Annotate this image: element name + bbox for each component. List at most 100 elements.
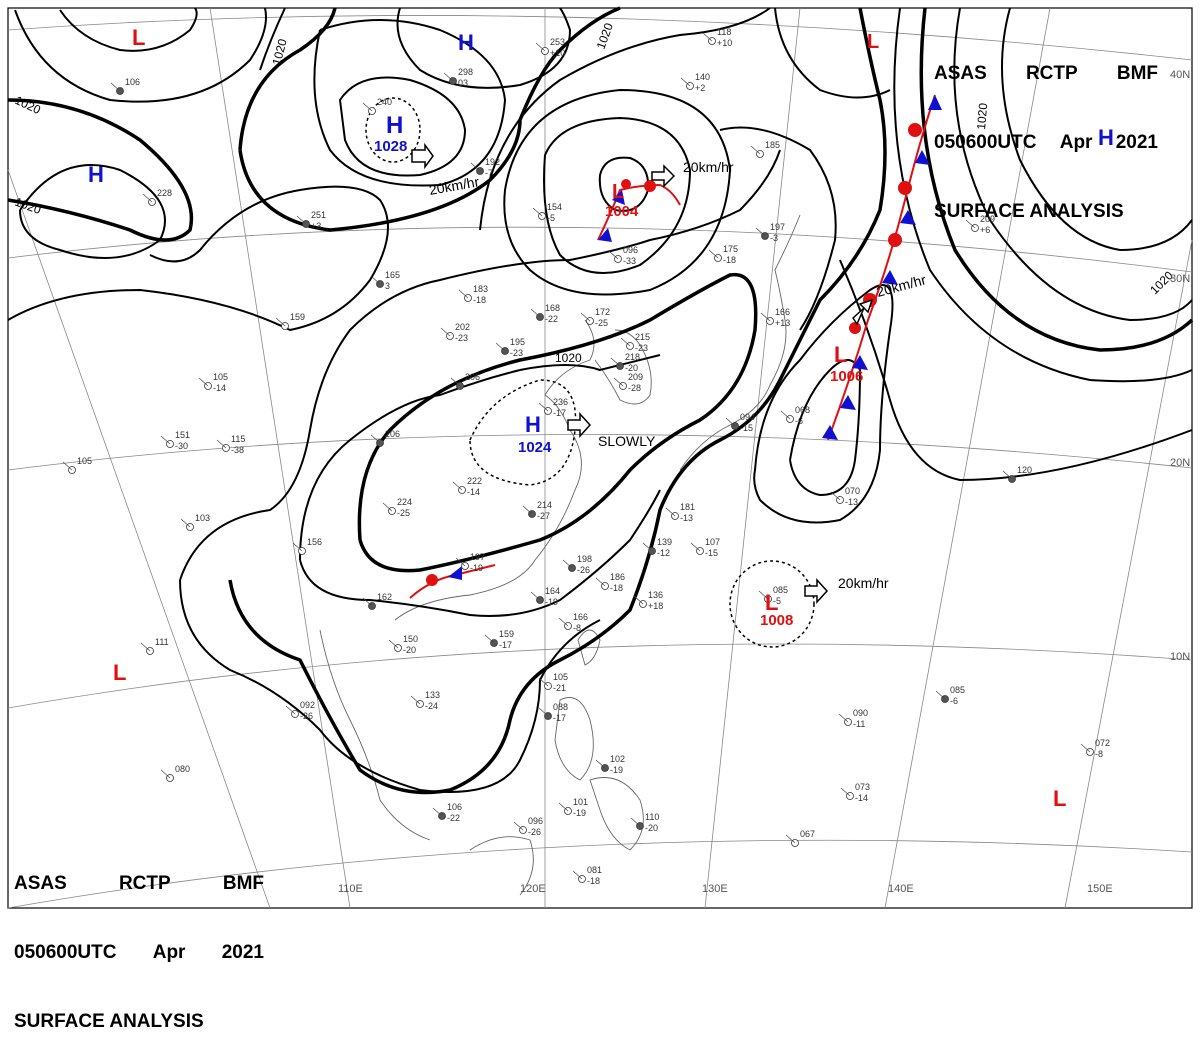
station-plot: 206 bbox=[370, 429, 400, 447]
station-pressure: 133 bbox=[425, 690, 440, 700]
wind-barb bbox=[785, 834, 796, 844]
arrow-japan bbox=[852, 298, 874, 326]
lon-line-140e bbox=[884, 7, 1051, 909]
lon-label-120e: 120E bbox=[520, 883, 546, 895]
station-plot: 228 bbox=[142, 188, 172, 206]
wind-barb bbox=[538, 677, 549, 687]
station-tendency: -22 bbox=[545, 314, 558, 324]
station-pressure: 209 bbox=[628, 372, 643, 382]
lon-line-150e bbox=[1064, 239, 1193, 909]
station-tendency: -28 bbox=[628, 383, 641, 393]
arrow-pacific bbox=[804, 578, 829, 604]
station-plot: 085-5 bbox=[758, 585, 788, 606]
station-plot: 222-14 bbox=[452, 476, 482, 497]
wind-barb bbox=[370, 275, 381, 285]
station-plot: 105-14 bbox=[198, 372, 228, 393]
station-plot: 251+3 bbox=[296, 210, 326, 231]
station-plot: 115-38 bbox=[216, 434, 245, 455]
wind-barb bbox=[275, 317, 286, 327]
station-pressure: 197 bbox=[470, 552, 485, 562]
station-plot: 090-11 bbox=[838, 708, 868, 729]
station-pressure: 096 bbox=[528, 816, 543, 826]
wind-barb bbox=[1002, 470, 1013, 480]
motion-arrows bbox=[411, 142, 874, 604]
low-pressure-pacific: 1008 bbox=[760, 612, 793, 629]
station-pressure: 085 bbox=[950, 685, 965, 695]
station-tendency: -18 bbox=[587, 876, 600, 886]
lat-label-40n: 40N bbox=[1170, 69, 1190, 81]
wind-barb bbox=[495, 342, 506, 352]
wind-barb bbox=[595, 577, 606, 587]
lat-label-10n: 10N bbox=[1170, 651, 1190, 663]
station-plot: 214-27 bbox=[522, 500, 552, 521]
lon-label-150e: 150E bbox=[1087, 883, 1113, 895]
isobar-china-outer bbox=[179, 149, 781, 581]
station-tendency: -22 bbox=[447, 813, 460, 823]
station-pressure: 085 bbox=[773, 585, 788, 595]
station-tendency: -26 bbox=[528, 827, 541, 837]
station-tendency: -12 bbox=[657, 548, 670, 558]
wind-barb bbox=[608, 250, 619, 260]
wind-barb bbox=[530, 308, 541, 318]
extra-centers: L L L L bbox=[113, 25, 1066, 811]
header-row-2: 050600UTC Apr 2021 bbox=[934, 131, 1158, 154]
station-plot: 101-19 bbox=[558, 797, 588, 818]
station-tendency: -25 bbox=[595, 318, 608, 328]
station-tendency: -27 bbox=[537, 511, 550, 521]
footer-row-2: 050600UTC Apr 2021 bbox=[14, 941, 264, 964]
station-plot: 118+10 bbox=[702, 27, 732, 48]
dashed-mongolia-high bbox=[365, 97, 421, 163]
station-pressure: 096 bbox=[623, 245, 638, 255]
lon-label-140e: 140E bbox=[888, 883, 914, 895]
station-pressure: 162 bbox=[377, 592, 392, 602]
coast-luzon bbox=[554, 697, 594, 781]
wind-barb bbox=[452, 481, 463, 491]
wind-barb bbox=[440, 327, 451, 337]
wind-barb bbox=[702, 32, 713, 42]
wind-barb bbox=[680, 77, 691, 87]
station-pressure: 081 bbox=[587, 865, 602, 875]
station-tendency: -20 bbox=[403, 645, 416, 655]
station-pressure: 068 bbox=[795, 405, 810, 415]
station-plot: 150-20 bbox=[388, 634, 418, 655]
wind-barb bbox=[665, 507, 676, 517]
wind-barb bbox=[725, 417, 736, 427]
footer-row-1: ASAS RCTP BMF bbox=[14, 872, 264, 895]
station-plot: 106-22 bbox=[432, 802, 462, 823]
station-tendency: -14 bbox=[467, 487, 480, 497]
station-tendency: +10 bbox=[717, 38, 732, 48]
station-pressure: 080 bbox=[175, 764, 190, 774]
station-tendency: +2 bbox=[695, 83, 705, 93]
header-month: Apr bbox=[1059, 132, 1093, 153]
station-pressure: 175 bbox=[723, 244, 738, 254]
station-plot: 181-13 bbox=[665, 502, 695, 523]
station-pressure: 072 bbox=[1095, 738, 1110, 748]
station-tendency: -17 bbox=[499, 640, 512, 650]
dashed-contours bbox=[365, 97, 815, 648]
footer-center: RCTP bbox=[118, 873, 171, 894]
wind-barb bbox=[760, 312, 771, 322]
station-pressure: 118 bbox=[717, 27, 731, 37]
station-tendency: -20 bbox=[645, 823, 658, 833]
pressure-centers: H H H 1028 H 1024 H L 1004 L 1006 L 1008 bbox=[88, 30, 1114, 629]
wind-barb bbox=[935, 690, 946, 700]
station-pressure: 172 bbox=[595, 307, 610, 317]
station-tendency: -24 bbox=[425, 701, 438, 711]
station-tendency: -14 bbox=[213, 383, 226, 393]
station-plot: 080 bbox=[160, 764, 190, 782]
station-pressure: 202 bbox=[455, 322, 470, 332]
station-tendency: -5 bbox=[547, 213, 555, 223]
station-tendency: -19 bbox=[470, 563, 483, 573]
lon-label-110e: 110E bbox=[338, 883, 363, 895]
cold-front-korea-triangle2 bbox=[612, 190, 625, 205]
station-tendency: -18 bbox=[473, 295, 486, 305]
station-tendency: -18 bbox=[723, 255, 736, 265]
station-tendency: -3 bbox=[770, 233, 778, 243]
station-plot: 186-18 bbox=[595, 572, 625, 593]
station-pressure: 159 bbox=[290, 312, 305, 322]
isobar-mongolia-inner bbox=[338, 76, 467, 177]
station-plot: 154-5 bbox=[532, 202, 562, 223]
coast-borneo bbox=[469, 836, 534, 896]
station-plot: 159-17 bbox=[484, 629, 514, 650]
